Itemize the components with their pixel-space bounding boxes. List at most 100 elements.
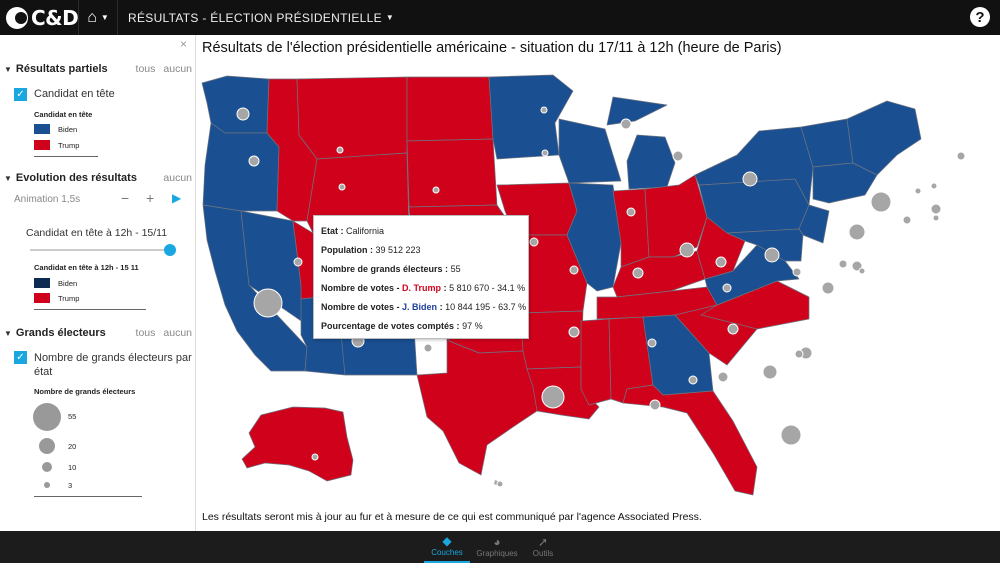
electors-alabama (717, 371, 729, 383)
map-panel: Résultats de l'élection présidentielle a… (197, 35, 1000, 531)
state-oregon (202, 122, 280, 212)
electors-pennsylvania (848, 223, 866, 241)
layer-checkbox[interactable]: ✓ (14, 88, 27, 101)
collapse-arrow-icon[interactable]: ▼ (4, 328, 12, 338)
section-title: Grands électeurs (15, 327, 106, 339)
electors-georgia (762, 364, 778, 380)
tooltip-label: Nombre de votes - (321, 302, 400, 312)
section-partial-results[interactable]: ▼ Résultats partiels tous aucun (4, 61, 192, 77)
legend-title: Candidat en tête (34, 110, 93, 119)
time-slider-handle[interactable] (164, 244, 176, 256)
us-election-map[interactable] (197, 35, 1000, 531)
tooltip-label: Nombre de votes - (321, 283, 400, 293)
state-florida (622, 384, 758, 496)
state-new-jersey (798, 204, 830, 244)
chevron-down-icon: ▼ (385, 13, 395, 22)
electors-maryland (838, 259, 848, 269)
select-none-link[interactable]: aucun (163, 63, 192, 75)
legend-swatch (34, 124, 50, 134)
electors-oklahoma (568, 326, 580, 338)
tooltip-sep: : (443, 283, 447, 293)
plus-button[interactable]: + (146, 190, 155, 206)
leading-candidate-layer[interactable]: ✓ Candidat en tête (14, 88, 115, 101)
animation-speed-label: Animation 1,5s (14, 194, 81, 205)
state-wisconsin (558, 118, 622, 184)
tooltip-biden-votes: Nombre de votes - J. Biden : 10 844 195 … (321, 298, 526, 317)
electors-wyoming (432, 186, 440, 194)
tooltip-candidate: J. Biden (402, 302, 438, 312)
select-none-link[interactable]: aucun (163, 172, 192, 184)
app-logo[interactable]: C&D (6, 5, 79, 31)
logo-text: C&D (31, 6, 79, 30)
electors-indiana (715, 256, 727, 268)
legend-label: Trump (58, 140, 80, 150)
home-menu-button[interactable]: ⌂ ▼ (78, 0, 118, 35)
electors-oregon (248, 155, 260, 167)
legend-label: Biden (58, 278, 78, 288)
electors-montana (338, 183, 346, 191)
electors-north-dakota (540, 106, 548, 114)
section-menu[interactable]: RÉSULTATS - ÉLECTION PRÉSIDENTIELLE ▼ (128, 0, 394, 35)
electors-mississippi (688, 375, 698, 385)
electors-hawaii (496, 480, 504, 488)
minus-button[interactable]: − (121, 190, 130, 206)
section-title: Evolution des résultats (15, 172, 137, 184)
electors-tennessee (727, 323, 739, 335)
legend-title: Candidat en tête à 12h - 15 11 (34, 263, 139, 272)
electors-minnesota (620, 118, 632, 130)
electors-wisconsin (672, 150, 684, 162)
state-south-dakota (406, 138, 498, 208)
electors-layer[interactable]: ✓ Nombre de grands électeurs par état (14, 351, 192, 379)
map-footnote: Les résultats seront mis à jour au fur e… (202, 511, 702, 523)
electors-south-carolina (794, 349, 804, 359)
layer-checkbox[interactable]: ✓ (14, 351, 27, 364)
section-menu-label: RÉSULTATS - ÉLECTION PRÉSIDENTIELLE (128, 10, 382, 25)
electors-new-mexico (423, 343, 433, 353)
legend-swatch (34, 140, 50, 150)
electors-virginia (821, 281, 835, 295)
tab-layers[interactable]: ◆ Couches (424, 531, 470, 563)
tab-label: Graphiques (476, 549, 518, 558)
tab-charts[interactable]: ◕ Graphiques (474, 531, 520, 563)
electors-nebraska (529, 237, 539, 247)
tooltip-population: Population : 39 512 223 (321, 241, 521, 260)
tooltip-electors: Nombre de grands électeurs : 55 (321, 260, 521, 279)
play-button[interactable]: ▶ (172, 191, 182, 205)
legend-value: 55 (68, 412, 77, 421)
select-all-link[interactable]: tous (135, 63, 156, 75)
tooltip-label: Nombre de grands électeurs : (321, 264, 449, 274)
electors-ohio (764, 247, 780, 263)
select-all-link[interactable]: tous (135, 327, 156, 339)
tooltip-value: California (346, 226, 385, 236)
section-evolution[interactable]: ▼ Evolution des résultats aucun (4, 170, 192, 186)
state-maine (846, 100, 922, 176)
slider-label: Candidat en tête à 12h - 15/11 (26, 227, 168, 239)
collapse-arrow-icon[interactable]: ▼ (4, 173, 12, 183)
logo-mark-icon (6, 7, 28, 29)
electors-vermont (914, 187, 922, 195)
divider (34, 309, 146, 310)
help-button[interactable]: ? (970, 7, 990, 27)
legend-title: Nombre de grands électeurs (34, 387, 136, 396)
electors-arkansas (647, 338, 657, 348)
tooltip-counted: Pourcentage de votes comptés : 97 % (321, 317, 521, 336)
tooltip-label: Population : (321, 245, 373, 255)
state-mississippi (580, 318, 612, 406)
section-electors[interactable]: ▼ Grands électeurs tous aucun (4, 325, 192, 341)
legend-circle-20 (39, 438, 55, 454)
collapse-arrow-icon[interactable]: ▼ (4, 64, 12, 74)
tooltip-trump-votes: Nombre de votes - D. Trump : 5 810 670 -… (321, 279, 525, 298)
legend-value: 10 (68, 463, 77, 472)
close-sidebar-button[interactable]: × (179, 37, 187, 51)
electors-illinois (679, 242, 695, 258)
tab-tools[interactable]: ➚ Outils (520, 531, 566, 563)
electors-missouri (632, 267, 644, 279)
electors-kentucky (722, 283, 732, 293)
electors-rhode-island (932, 214, 940, 222)
electors-nevada (293, 257, 303, 267)
select-none-link[interactable]: aucun (163, 327, 192, 339)
electors-new-hampshire (930, 182, 938, 190)
time-slider-track[interactable] (30, 249, 170, 251)
legend-item: Biden (34, 278, 77, 288)
electors-west-virginia (792, 267, 802, 277)
